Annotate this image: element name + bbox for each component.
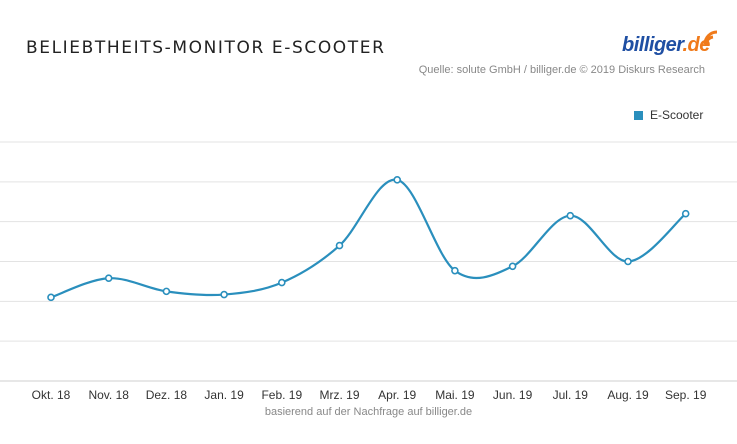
signal-waves-icon: [703, 30, 718, 46]
source-note: Quelle: solute GmbH / billiger.de © 2019…: [418, 64, 705, 76]
x-tick-label: Mai. 19: [435, 388, 475, 402]
data-point[interactable]: [47, 293, 55, 302]
x-tick-label: Dez. 18: [146, 388, 188, 402]
data-point[interactable]: [104, 274, 113, 283]
x-tick-label: Mrz. 19: [319, 388, 359, 402]
data-point[interactable]: [393, 176, 402, 184]
footnote: basierend auf der Nachfrage auf billiger…: [264, 406, 473, 418]
x-tick-label: Aug. 19: [607, 388, 649, 402]
x-tick-label: Sep. 19: [665, 388, 707, 402]
data-point[interactable]: [335, 241, 344, 250]
x-tick-label: Feb. 19: [261, 388, 302, 402]
data-point[interactable]: [162, 287, 171, 296]
data-point[interactable]: [277, 278, 286, 287]
data-point[interactable]: [566, 211, 575, 220]
x-tick-label: Apr. 19: [378, 388, 416, 402]
billiger-logo: billiger.de: [622, 24, 722, 60]
data-point[interactable]: [220, 290, 228, 299]
chart-title: BELIEBTHEITS-MONITOR E-SCOOTER: [26, 38, 386, 58]
legend-label: E-Scooter: [650, 108, 704, 122]
data-point[interactable]: [624, 257, 632, 266]
series-line: [50, 178, 687, 299]
x-tick-label: Nov. 18: [88, 388, 129, 402]
data-point[interactable]: [508, 262, 517, 271]
logo-text: billiger.de: [622, 34, 710, 56]
x-tick-label: Jul. 19: [553, 388, 589, 402]
legend-swatch: [634, 110, 643, 120]
data-point[interactable]: [451, 266, 459, 275]
data-point[interactable]: [681, 209, 690, 218]
x-tick-label: Jun. 19: [493, 388, 533, 402]
legend[interactable]: E-Scooter: [634, 108, 703, 122]
x-tick-label: Jan. 19: [204, 388, 244, 402]
x-tick-label: Okt. 18: [32, 388, 71, 402]
